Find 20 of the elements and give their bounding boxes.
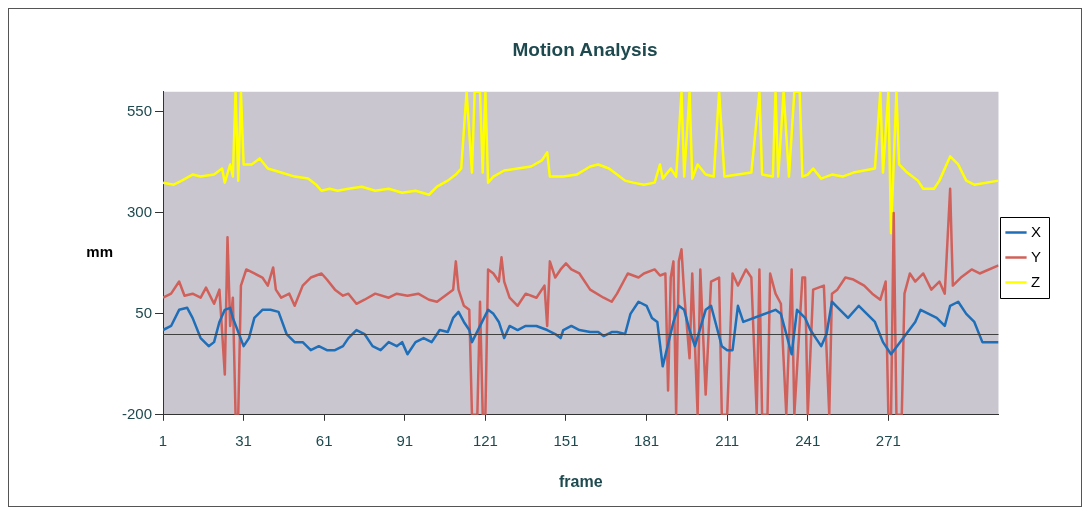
y-tick-label: 300 (126, 203, 153, 221)
legend-label: X (1031, 222, 1042, 240)
x-tick-label: 61 (315, 431, 333, 449)
legend-label: Z (1031, 272, 1041, 290)
x-tick-label: 241 (795, 431, 821, 449)
x-tick-label: 91 (396, 431, 414, 449)
y-tick-label: 550 (126, 102, 153, 120)
x-tick-label: 31 (235, 431, 252, 449)
x-tick-label: 211 (715, 431, 740, 449)
y-axis-title: mm (86, 243, 114, 261)
x-tick-label: 181 (634, 431, 660, 449)
y-tick-label: 50 (135, 304, 153, 321)
x-tick-label: 1 (158, 431, 168, 449)
x-tick-label: 271 (875, 431, 901, 449)
x-tick-label: 151 (553, 431, 579, 449)
legend-label: Y (1031, 247, 1042, 265)
chart-title: Motion Analysis (512, 38, 658, 60)
x-tick-label: 121 (472, 431, 498, 449)
x-axis-title: frame (558, 472, 603, 490)
y-tick-label: -200 (121, 404, 153, 422)
